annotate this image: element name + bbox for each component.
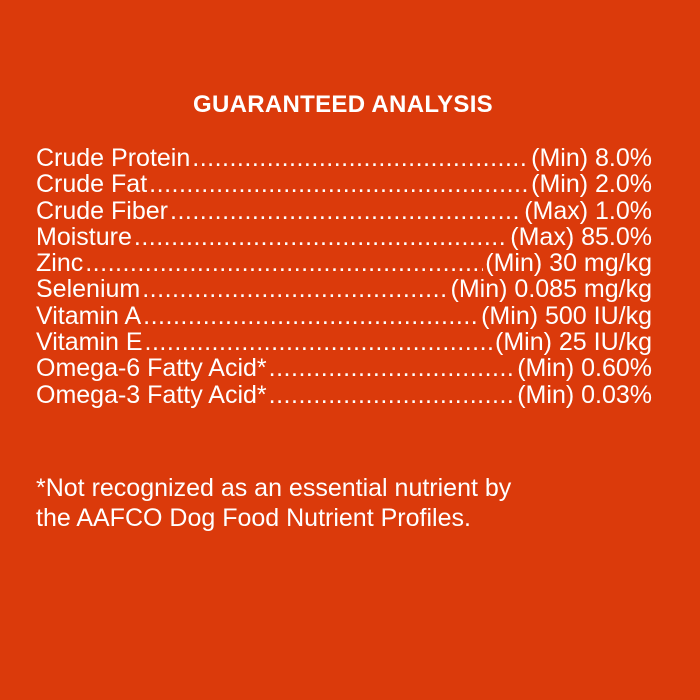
table-row: Moisture (Max) 85.0%: [36, 224, 652, 250]
dot-leader: [85, 250, 483, 276]
dot-leader: [142, 276, 448, 302]
dot-leader: [149, 171, 529, 197]
nutrient-value: (Min) 0.60%: [517, 354, 652, 383]
nutrient-value: (Min) 25 IU/kg: [495, 328, 652, 357]
table-row: Crude Protein (Min) 8.0%: [36, 145, 652, 171]
nutrient-name: Crude Protein: [36, 144, 191, 172]
nutrient-name: Omega-3 Fatty Acid*: [36, 380, 267, 409]
dot-leader: [269, 382, 516, 408]
table-row: Omega-6 Fatty Acid* (Min) 0.60%: [36, 355, 652, 381]
page-title: GUARANTEED ANALYSIS: [193, 91, 493, 118]
dot-leader: [192, 145, 529, 171]
dot-leader: [143, 303, 479, 329]
nutrient-name: Moisture: [36, 222, 132, 251]
footnote-line: *Not recognized as an essential nutrient…: [36, 474, 512, 502]
table-row: Zinc (Min) 30 mg/kg: [36, 250, 652, 276]
footnote-line: the AAFCO Dog Food Nutrient Profiles.: [36, 504, 471, 532]
footnote: *Not recognized as an essential nutrient…: [36, 473, 676, 533]
nutrient-value: (Min) 500 IU/kg: [481, 301, 652, 330]
nutrient-name: Omega-6 Fatty Acid*: [36, 354, 267, 383]
dot-leader: [145, 329, 493, 355]
nutrient-name: Zinc: [36, 249, 84, 278]
nutrient-value: (Min) 8.0%: [531, 144, 652, 172]
nutrient-value: (Max) 1.0%: [524, 196, 652, 225]
nutrient-value: (Max) 85.0%: [510, 222, 652, 251]
nutrient-value: (Min) 0.03%: [517, 380, 652, 409]
nutrient-name: Vitamin E: [36, 328, 143, 357]
dot-leader: [170, 198, 522, 224]
nutrient-value: (Min) 0.085 mg/kg: [450, 275, 652, 304]
dot-leader: [134, 224, 508, 250]
nutrient-name: Crude Fiber: [36, 196, 168, 225]
analysis-table: Crude Protein (Min) 8.0% Crude Fat (Min) 2…: [36, 145, 652, 408]
nutrient-name: Selenium: [36, 275, 141, 304]
table-row: Omega-3 Fatty Acid* (Min) 0.03%: [36, 382, 652, 408]
table-row: Crude Fiber (Max) 1.0%: [36, 198, 652, 224]
table-row: Selenium (Min) 0.085 mg/kg: [36, 276, 652, 302]
nutrient-name: Crude Fat: [36, 170, 148, 199]
dot-leader: [269, 355, 516, 381]
nutrient-name: Vitamin A: [36, 301, 142, 330]
table-row: Vitamin A (Min) 500 IU/kg: [36, 303, 652, 329]
table-row: Vitamin E (Min) 25 IU/kg: [36, 329, 652, 355]
table-row: Crude Fat (Min) 2.0%: [36, 171, 652, 197]
nutrient-value: (Min) 30 mg/kg: [485, 249, 652, 278]
nutrient-value: (Min) 2.0%: [531, 170, 652, 199]
